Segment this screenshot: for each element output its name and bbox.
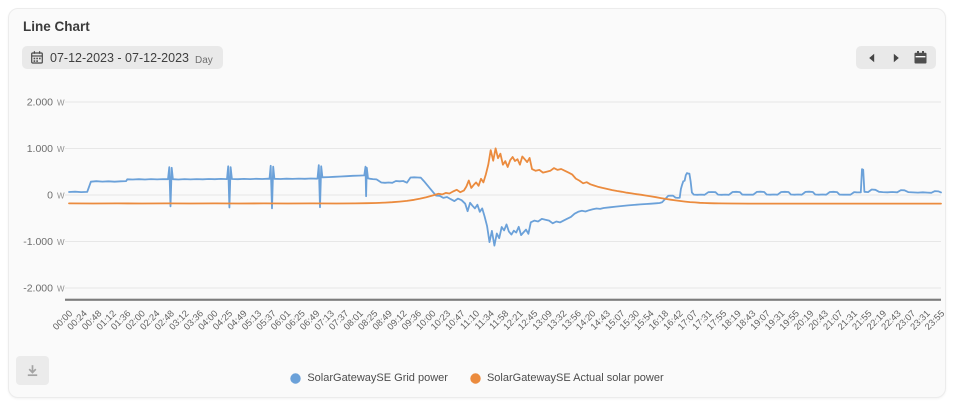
arrow-right-icon: [892, 53, 900, 63]
legend-item-solar-power[interactable]: SolarGatewaySE Actual solar power: [470, 372, 664, 384]
legend: SolarGatewaySE Grid power SolarGatewaySE…: [9, 372, 945, 384]
date-range-label: 07-12-2023 - 07-12-2023: [50, 50, 189, 65]
legend-dot-solar-power: [470, 372, 481, 384]
svg-text:2.000: 2.000: [27, 97, 53, 109]
svg-text:-1.000: -1.000: [23, 236, 53, 248]
svg-text:1.000: 1.000: [27, 143, 53, 155]
line-chart: 2.000 W1.000 W0 W-1.000 W-2.000 W00:0000:2400…: [23, 97, 945, 332]
date-nav-group: [856, 46, 936, 69]
legend-dot-grid-power: [290, 372, 302, 384]
next-button[interactable]: [885, 47, 907, 68]
calendar-icon: [30, 50, 44, 65]
svg-text:0: 0: [47, 190, 53, 202]
granularity-label: Day: [195, 55, 213, 66]
download-icon: [25, 363, 40, 378]
download-button[interactable]: [16, 356, 49, 385]
svg-text:W: W: [57, 285, 65, 294]
legend-label-grid-power: SolarGatewaySE Grid power: [307, 372, 448, 384]
svg-text:W: W: [57, 145, 65, 154]
date-range-button[interactable]: 07-12-2023 - 07-12-2023 Day: [22, 46, 223, 69]
legend-label-solar-power: SolarGatewaySE Actual solar power: [486, 372, 664, 384]
date-picker-button[interactable]: [909, 47, 931, 68]
page-title: Line Chart: [23, 19, 90, 34]
prev-button[interactable]: [861, 47, 883, 68]
svg-text:W: W: [57, 192, 65, 201]
svg-text:W: W: [57, 238, 65, 247]
calendar-icon: [913, 50, 928, 65]
legend-item-grid-power[interactable]: SolarGatewaySE Grid power: [290, 372, 448, 384]
arrow-left-icon: [868, 53, 876, 63]
svg-text:W: W: [57, 99, 65, 108]
line-chart-card: 2.000 W 1.000 W 0 W -1.000 W -2.000 W 00:00 00:24 00…: [8, 8, 946, 398]
svg-text:-2.000: -2.000: [23, 283, 53, 295]
